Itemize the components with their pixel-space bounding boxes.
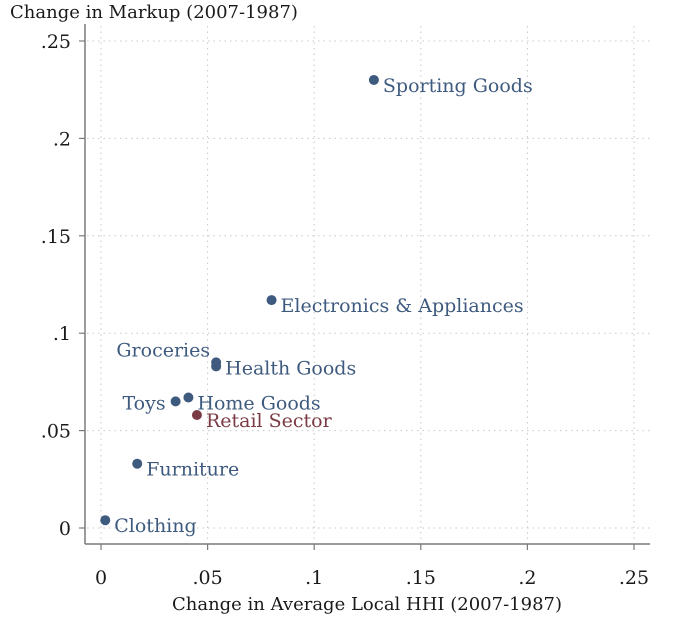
ticks-layer: 0 .05 .1 .15 .2 .25 0 .05 .1 .15 .2 .25 — [41, 31, 649, 589]
point-label: Home Goods — [197, 392, 320, 414]
point-label: Groceries — [116, 339, 210, 361]
y-tick-label: .05 — [41, 421, 71, 443]
x-tick-label: .05 — [192, 567, 222, 589]
data-point — [183, 392, 194, 403]
point-label: Sporting Goods — [383, 75, 533, 97]
point-label: Clothing — [114, 515, 196, 537]
x-tick-label: .25 — [619, 567, 649, 589]
points-layer: Sporting Goods Electronics & Appliances Gr… — [100, 74, 533, 537]
point-label: Furniture — [146, 459, 239, 481]
data-point — [368, 74, 379, 85]
point-label: Health Goods — [225, 357, 356, 379]
y-tick-label: .25 — [41, 31, 71, 53]
data-point — [266, 295, 277, 306]
data-point — [170, 396, 181, 407]
y-tick-label: 0 — [59, 518, 71, 540]
x-tick-label: .1 — [305, 567, 323, 589]
x-axis-title: Change in Average Local HHI (2007-1987) — [172, 594, 562, 615]
x-tick-label: .2 — [518, 567, 536, 589]
y-tick-label: .1 — [53, 323, 71, 345]
axes-layer — [84, 24, 650, 545]
grid-layer — [87, 26, 650, 543]
data-point — [211, 357, 222, 368]
y-tick-label: .2 — [53, 128, 71, 150]
data-point — [191, 410, 202, 421]
data-point — [132, 458, 143, 469]
point-label: Toys — [122, 392, 165, 414]
x-tick-label: 0 — [95, 567, 107, 589]
data-point — [100, 515, 111, 526]
x-tick-label: .15 — [406, 567, 436, 589]
y-tick-label: .15 — [41, 226, 71, 248]
y-axis-title: Change in Markup (2007-1987) — [10, 2, 298, 23]
point-label: Electronics & Appliances — [281, 295, 524, 317]
point-label: Retail Sector — [206, 410, 333, 432]
